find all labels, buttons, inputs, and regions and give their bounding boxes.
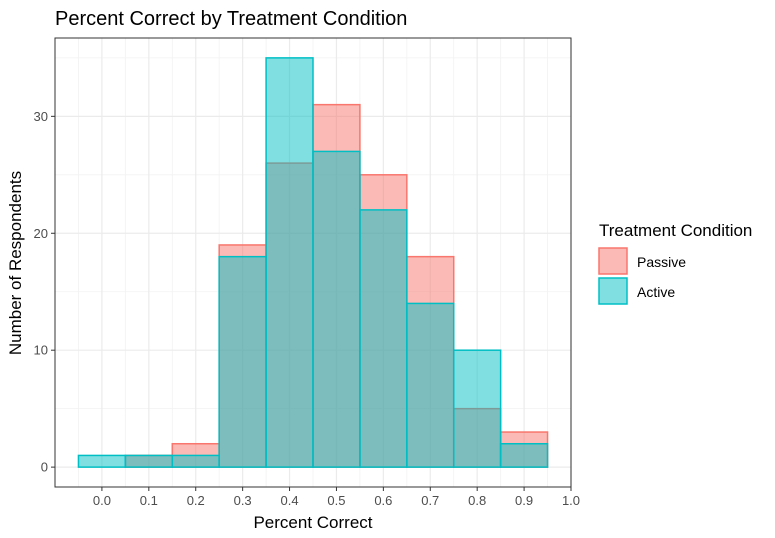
- x-tick-label: 1.0: [562, 493, 580, 508]
- x-tick-label: 0.1: [140, 493, 158, 508]
- x-axis: 0.0 0.1 0.2 0.3 0.4 0.5 0.6 0.7 0.8 0.9 1.0: [93, 487, 580, 508]
- x-tick-label: 0.0: [93, 493, 111, 508]
- y-tick-label: 0: [41, 460, 48, 475]
- active-bar: [77, 454, 127, 468]
- legend-label-passive: Passive: [637, 254, 686, 270]
- legend-key-passive: [598, 247, 628, 275]
- legend-key-active: [598, 277, 628, 305]
- active-bar: [171, 454, 220, 468]
- x-tick-label: 0.9: [515, 493, 533, 508]
- x-tick-label: 0.5: [327, 493, 345, 508]
- active-bar: [124, 454, 174, 468]
- y-tick-label: 30: [34, 109, 48, 124]
- active-bars: [77, 57, 549, 468]
- active-bar: [452, 349, 502, 468]
- y-axis-title: Number of Respondents: [6, 171, 25, 355]
- active-bar: [499, 442, 549, 468]
- x-tick-label: 0.7: [421, 493, 439, 508]
- active-bar: [359, 209, 408, 468]
- x-tick-label: 0.2: [187, 493, 205, 508]
- x-tick-label: 0.8: [468, 493, 486, 508]
- y-axis: 0 10 20 30: [34, 109, 55, 475]
- y-tick-label: 10: [34, 343, 48, 358]
- legend-label-active: Active: [637, 284, 675, 300]
- y-tick-label: 20: [34, 226, 48, 241]
- legend-title: Treatment Condition: [599, 221, 752, 240]
- active-bar: [218, 255, 267, 468]
- plot-panel-border: [54, 37, 572, 488]
- x-tick-label: 0.4: [281, 493, 299, 508]
- active-bar: [406, 302, 455, 468]
- x-axis-title: Percent Correct: [253, 513, 372, 532]
- legend: Treatment Condition Passive Active: [598, 221, 752, 305]
- chart-title: Percent Correct by Treatment Condition: [55, 8, 407, 30]
- x-tick-label: 0.6: [374, 493, 392, 508]
- active-bar: [312, 150, 361, 468]
- active-bar: [265, 57, 314, 468]
- x-tick-label: 0.3: [234, 493, 252, 508]
